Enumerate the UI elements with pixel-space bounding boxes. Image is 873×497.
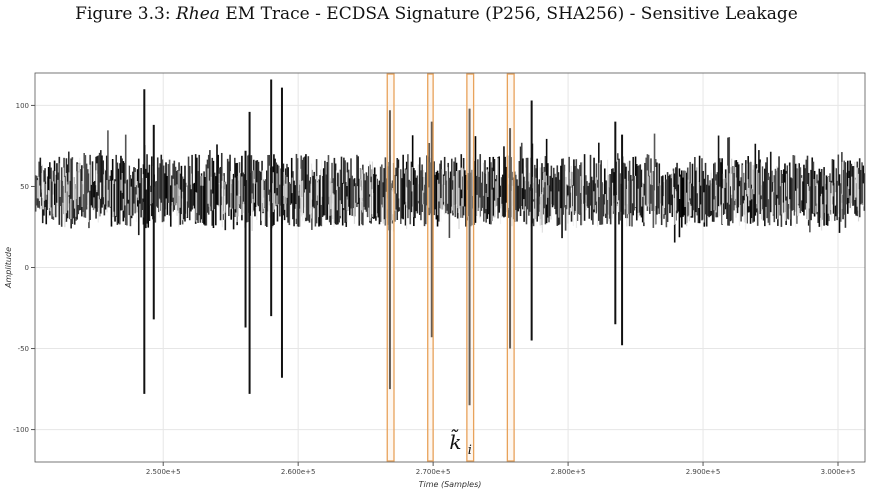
leakage-highlight-box: [427, 73, 434, 462]
x-tick-label: 3.000e+5: [821, 468, 856, 476]
y-axis-label: Amplitude: [4, 247, 13, 289]
y-tick-label: 50: [20, 183, 29, 191]
ki-annotation: k̃ i: [449, 428, 472, 458]
trace: [34, 79, 866, 406]
y-tick-label: 0: [25, 264, 29, 272]
grid: [35, 73, 865, 462]
x-tick-label: 2.500e+5: [146, 468, 181, 476]
x-tick-label: 2.900e+5: [686, 468, 721, 476]
figure-title-italic: Rhea: [175, 4, 220, 24]
figure-label: Figure 3.3:: [75, 4, 171, 24]
y-tick-label: 100: [16, 102, 29, 110]
y-tick-label: -50: [18, 345, 29, 353]
leakage-highlight-box: [386, 73, 395, 462]
ki-annotation-subscript: i: [468, 443, 472, 458]
highlight-boxes: [386, 73, 515, 462]
leakage-highlight-box: [506, 73, 515, 462]
ki-annotation-main: k̃: [449, 428, 461, 454]
x-tick-label: 2.700e+5: [416, 468, 451, 476]
x-tick-label: 2.600e+5: [281, 468, 316, 476]
y-tick-label: -100: [13, 426, 29, 434]
x-axis-label: Time (Samples): [419, 480, 482, 489]
x-tick-label: 2.800e+5: [551, 468, 586, 476]
axis-ticks: 2.500e+5 2.600e+5 2.700e+5 2.800e+5 2.900e+5…: [13, 102, 855, 476]
leakage-highlight-box: [466, 73, 475, 462]
figure-caption: Figure 3.3: Rhea EM Trace - ECDSA Signat…: [0, 4, 873, 24]
figure-title-rest: EM Trace - ECDSA Signature (P256, SHA256…: [225, 4, 798, 24]
